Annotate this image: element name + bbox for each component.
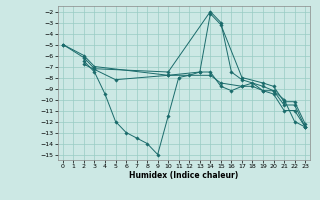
X-axis label: Humidex (Indice chaleur): Humidex (Indice chaleur) [129, 171, 239, 180]
